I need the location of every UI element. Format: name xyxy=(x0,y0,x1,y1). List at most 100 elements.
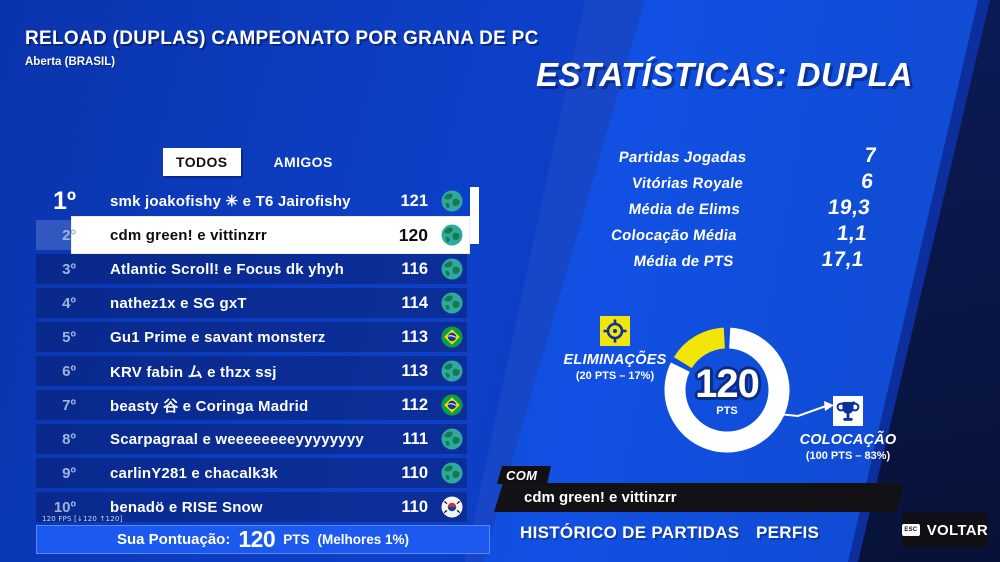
globe-flag-icon xyxy=(441,224,463,246)
stat-label: Vitórias Royale xyxy=(630,175,745,192)
page-title: RELOAD (DUPLAS) CAMPEONATO POR GRANA DE … xyxy=(25,28,539,49)
points-value: 113 xyxy=(401,327,428,346)
leaderboard-row[interactable]: 4º nathez1x e SG gxT 114 xyxy=(36,288,467,318)
stat-row: Média de Elims 19,3 xyxy=(563,196,872,222)
points-value: 110 xyxy=(401,463,428,482)
points-value: 114 xyxy=(401,293,428,312)
brazil-flag-icon xyxy=(441,394,463,416)
esc-key-icon: ESC xyxy=(902,524,920,536)
stat-row: Partidas Jogadas 7 xyxy=(570,144,878,170)
points-value: 110 xyxy=(401,497,428,516)
points-value: 120 xyxy=(398,224,428,245)
eliminations-legend: ELIMINAÇÕES (20 PTS – 17%) xyxy=(558,316,672,382)
placement-sublabel: (100 PTS – 83%) xyxy=(805,450,891,462)
leaderboard-row[interactable]: 9º carlinY281 e chacalk3k 110 xyxy=(36,458,467,488)
points-value: 112 xyxy=(401,395,428,414)
rank-label: 1º xyxy=(52,186,76,215)
eliminations-sublabel: (20 PTS – 17%) xyxy=(575,370,655,382)
globe-flag-icon xyxy=(441,462,463,484)
leaderboard-tabs: TODOS AMIGOS xyxy=(163,148,346,176)
row-band xyxy=(36,390,467,420)
team-name: Atlantic Scroll! e Focus dk yhyh xyxy=(110,260,344,278)
row-band xyxy=(36,458,467,488)
rank-label: 5º xyxy=(62,328,76,346)
score-unit: PTS xyxy=(283,532,310,547)
leaderboard-row[interactable]: 8º Scarpagraal e weeeeeeeeyyyyyyyy 111 xyxy=(36,424,467,454)
points-value: 111 xyxy=(402,429,428,448)
donut-connector-line xyxy=(764,401,834,418)
team-name: smk joakofishy ✳ e T6 Jairofishy xyxy=(110,193,351,210)
globe-flag-icon xyxy=(441,258,463,280)
rank-label: 8º xyxy=(62,430,76,448)
leaderboard-row[interactable]: 10º benadö e RISE Snow 110 xyxy=(36,492,467,522)
trophy-icon xyxy=(833,396,863,426)
leaderboard-row[interactable]: 2º cdm green! e vittinzrr 120 xyxy=(36,217,469,253)
row-band xyxy=(36,254,467,284)
globe-flag-icon xyxy=(441,292,463,314)
stat-label: Média de PTS xyxy=(632,253,735,270)
back-button[interactable]: ESC VOLTAR xyxy=(902,513,988,547)
team-name: benadö e RISE Snow xyxy=(110,498,263,516)
rank-label: 6º xyxy=(62,362,76,380)
profiles-link[interactable]: PERFIS xyxy=(756,523,820,542)
row-band xyxy=(36,356,467,386)
eliminations-label: ELIMINAÇÕES xyxy=(563,352,667,368)
team-name: carlinY281 e chacalk3k xyxy=(110,464,278,482)
leaderboard-row[interactable]: 7º beasty 谷 e Coringa Madrid 112 xyxy=(36,390,467,420)
stat-value: 6 xyxy=(859,170,875,193)
stat-value: 19,3 xyxy=(826,196,872,219)
row-band xyxy=(36,492,467,522)
score-label: Sua Pontuação: xyxy=(116,531,231,548)
stat-value: 1,1 xyxy=(835,222,869,245)
stat-row: Média de PTS 17,1 xyxy=(557,248,866,274)
leaderboard-row[interactable]: 1º smk joakofishy ✳ e T6 Jairofishy 121 xyxy=(36,186,467,216)
globe-flag-icon xyxy=(441,190,463,212)
leaderboard-scrollbar[interactable] xyxy=(470,187,479,244)
points-value: 116 xyxy=(401,259,428,278)
score-qualifier: (Melhores 1%) xyxy=(317,532,410,547)
partner-tab: COM xyxy=(497,466,551,484)
placement-legend: COLOCAÇÃO (100 PTS – 83%) xyxy=(795,396,901,462)
leaderboard-row[interactable]: 5º Gu1 Prime e savant monsterz 113 xyxy=(36,322,467,352)
your-score-bar: Sua Pontuação: 120 PTS (Melhores 1%) xyxy=(36,525,490,554)
stats-title: ESTATÍSTICAS: DUPLA xyxy=(536,56,913,93)
team-name: Scarpagraal e weeeeeeeeyyyyyyyy xyxy=(110,430,364,448)
rank-label: 2º xyxy=(62,226,76,244)
globe-flag-icon xyxy=(441,360,463,382)
back-button-label: VOLTAR xyxy=(926,521,988,539)
stat-label: Média de Elims xyxy=(627,201,741,218)
stat-label: Colocação Média xyxy=(610,227,738,244)
rank-label: 3º xyxy=(62,260,76,278)
crosshair-icon xyxy=(600,316,630,346)
globe-flag-icon xyxy=(441,428,463,450)
fps-overlay: 120 FPS [↓120 ↑120] xyxy=(42,515,123,523)
stat-label: Partidas Jogadas xyxy=(617,149,748,166)
selected-row-card xyxy=(72,217,469,253)
row-band xyxy=(36,322,467,352)
placement-label: COLOCAÇÃO xyxy=(799,432,897,448)
leaderboard-row[interactable]: 6º KRV fabin ム e thzx ssj 113 xyxy=(36,356,467,386)
points-value: 121 xyxy=(400,191,428,210)
team-name: beasty 谷 e Coringa Madrid xyxy=(110,397,309,415)
stat-row: Vitórias Royale 6 xyxy=(567,170,875,196)
tab-amigos[interactable]: AMIGOS xyxy=(273,154,333,170)
rank-label: 4º xyxy=(62,294,76,312)
rank-label: 9º xyxy=(62,464,76,482)
row-band xyxy=(36,424,467,454)
row-band xyxy=(36,288,467,318)
team-name: nathez1x e SG gxT xyxy=(110,294,247,312)
rank-label: 10º xyxy=(53,498,76,516)
south-korea-flag-icon xyxy=(441,496,463,518)
match-history-link[interactable]: HISTÓRICO DE PARTIDAS xyxy=(520,523,740,542)
stats-grid: Partidas Jogadas 7 Vitórias Royale 6 Média d… xyxy=(557,144,878,274)
partner-name: cdm green! e vittinzrr xyxy=(524,489,677,506)
tab-todos[interactable]: TODOS xyxy=(163,148,241,176)
points-value: 113 xyxy=(401,361,428,380)
leaderboard-row[interactable]: 3º Atlantic Scroll! e Focus dk yhyh 116 xyxy=(36,254,467,284)
rank-label: 7º xyxy=(62,396,76,414)
stat-value: 7 xyxy=(863,144,878,167)
leaderboard-list: 1º smk joakofishy ✳ e T6 Jairofishy 121 2º c… xyxy=(36,186,469,526)
page-subtitle: Aberta (BRASIL) xyxy=(25,56,116,68)
brazil-flag-icon xyxy=(441,326,463,348)
